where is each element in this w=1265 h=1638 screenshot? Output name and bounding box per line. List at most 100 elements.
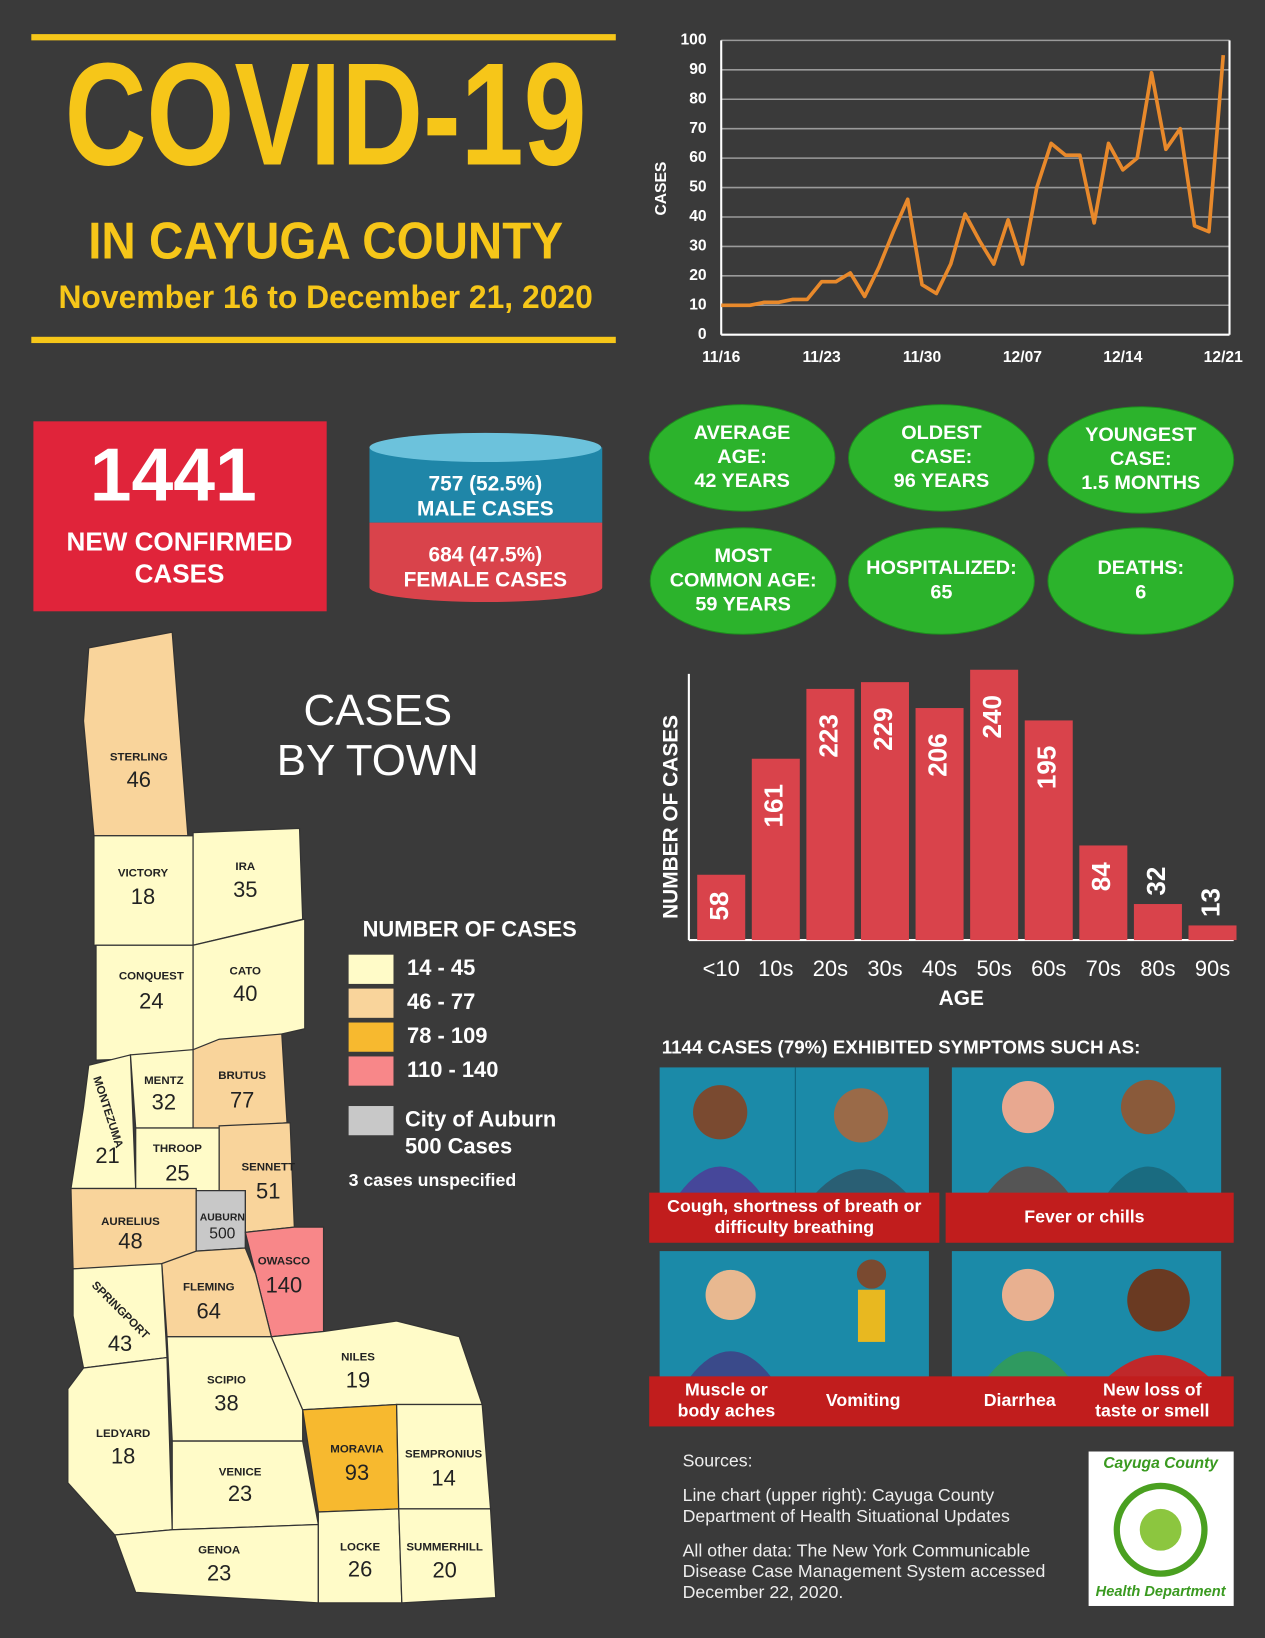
- x-tick-label: 20s: [813, 956, 848, 981]
- town-name: MORAVIA: [330, 1443, 383, 1455]
- fact-text: CASE:: [1110, 448, 1172, 470]
- town-value: 24: [139, 988, 163, 1013]
- bar: [751, 758, 800, 941]
- town-value: 18: [111, 1444, 135, 1469]
- town-name: AURELIUS: [101, 1216, 160, 1228]
- figure: [678, 1166, 762, 1195]
- town-value: 140: [266, 1272, 303, 1297]
- town-value: 64: [197, 1298, 221, 1323]
- x-tick-label: 11/30: [903, 349, 942, 366]
- symptoms-title: 1144 CASES (79%) EXHIBITED SYMPTOMS SUCH…: [662, 1037, 1141, 1058]
- symptom-caption: Vomiting: [826, 1390, 901, 1410]
- cylinder-top: [369, 432, 602, 463]
- fact-text: YOUNGEST: [1085, 424, 1196, 446]
- rule: [31, 34, 616, 41]
- town-value: 21: [95, 1143, 119, 1168]
- subtitle: IN CAYUGA COUNTY: [88, 213, 563, 271]
- fact-oval: [848, 404, 1035, 512]
- town-value: 26: [348, 1556, 372, 1581]
- legend-label: 78 - 109: [407, 1023, 487, 1048]
- figure: [1106, 1354, 1211, 1379]
- fact-text: HOSPITALIZED:: [866, 557, 1017, 579]
- bar: [806, 688, 855, 941]
- town-value: 51: [256, 1178, 280, 1203]
- x-tick-label: 40s: [922, 956, 957, 981]
- x-tick-label: 12/21: [1204, 349, 1243, 366]
- fact-oval: [848, 527, 1035, 635]
- figure: [1001, 1080, 1055, 1134]
- cylinder: [369, 432, 603, 602]
- map-title: BY TOWN: [277, 736, 479, 785]
- legend-label: 46 - 77: [407, 989, 475, 1014]
- town-value: 40: [233, 981, 257, 1006]
- fact-oval: [1047, 527, 1235, 635]
- x-tick-label: 12/14: [1103, 349, 1142, 366]
- town: [398, 1508, 497, 1604]
- legend-label: City of Auburn: [405, 1106, 556, 1131]
- town: [192, 918, 306, 1051]
- town-name: OWASCO: [258, 1256, 310, 1268]
- fact-text: CASE:: [911, 446, 973, 468]
- data-label: 195: [1032, 746, 1062, 790]
- total: 1441: [90, 433, 257, 517]
- town: [301, 1403, 400, 1513]
- town-name: STERLING: [110, 751, 168, 763]
- figure: [705, 1269, 756, 1320]
- male-segment: [369, 447, 603, 523]
- data-label: 223: [813, 714, 843, 758]
- town-name: CONQUEST: [119, 971, 184, 983]
- male-label: 757 (52.5%): [429, 473, 543, 496]
- fact-text: DEATHS:: [1097, 557, 1184, 579]
- figure: [833, 1088, 889, 1143]
- logo-ring: [1113, 1482, 1208, 1577]
- x-axis-label: AGE: [939, 987, 984, 1010]
- y-tick-label: 40: [689, 208, 707, 225]
- legend-swatch: [348, 1056, 394, 1086]
- y-tick-label: 60: [689, 149, 707, 166]
- x-tick-label: 80s: [1140, 956, 1175, 981]
- source-text: Disease Case Management System accessed: [683, 1561, 1046, 1581]
- logo-text: Health Department: [1096, 1584, 1227, 1600]
- legend-swatch: [348, 1106, 394, 1136]
- town-name: MENTZ: [144, 1075, 184, 1087]
- figure: [986, 1351, 1070, 1379]
- x-tick-label: 11/16: [702, 349, 741, 366]
- symptom-panels: [649, 1067, 1234, 1427]
- data-label: 84: [1086, 862, 1116, 892]
- town-value: 93: [345, 1460, 369, 1485]
- y-tick-label: 30: [689, 238, 707, 255]
- bar: [1079, 845, 1128, 941]
- legend-label: 110 - 140: [407, 1057, 498, 1082]
- town-value: 48: [118, 1229, 142, 1254]
- total-box: [33, 421, 327, 612]
- fact-text: 96 YEARS: [894, 470, 990, 492]
- fact-text: 65: [930, 581, 952, 603]
- bar: [1133, 904, 1182, 941]
- data-label: 229: [868, 707, 898, 751]
- legend-swatch: [348, 1022, 394, 1052]
- panel: [659, 1251, 929, 1379]
- x-tick-label: 12/07: [1003, 349, 1042, 366]
- legend-label: 500 Cases: [405, 1134, 512, 1159]
- town-name: LEDYARD: [96, 1428, 150, 1440]
- figure: [1106, 1166, 1190, 1195]
- symptom-caption: Diarrhea: [984, 1390, 1056, 1410]
- town-value: 20: [432, 1557, 456, 1582]
- caption-bar: [649, 1376, 1234, 1427]
- fact-text: MOST: [714, 545, 771, 567]
- x-tick-label: 60s: [1031, 956, 1066, 981]
- town-name: SCIPIO: [207, 1375, 246, 1387]
- logo-mark: [1139, 1508, 1182, 1551]
- total-label: CASES: [135, 559, 225, 589]
- data-label: 161: [759, 784, 789, 828]
- source-text: Department of Health Situational Updates: [683, 1506, 1010, 1526]
- y-axis-label: NUMBER OF CASES: [660, 715, 683, 919]
- data-label: 240: [977, 695, 1007, 739]
- bar: [860, 682, 909, 941]
- town-name: SUMMERHILL: [406, 1542, 482, 1554]
- line-series: [721, 54, 1226, 308]
- x-tick-label: 11/23: [802, 349, 841, 366]
- town-value: 77: [230, 1088, 254, 1113]
- town-name: AUBURN: [200, 1212, 245, 1223]
- town-name: GENOA: [198, 1545, 240, 1557]
